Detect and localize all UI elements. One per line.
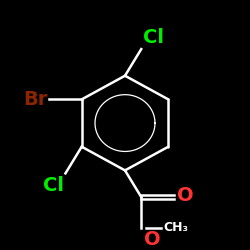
- Text: Cl: Cl: [142, 28, 164, 47]
- Text: Br: Br: [23, 90, 47, 109]
- Text: Cl: Cl: [43, 176, 64, 195]
- Text: O: O: [177, 186, 194, 205]
- Text: CH₃: CH₃: [164, 221, 189, 234]
- Text: O: O: [144, 230, 161, 249]
